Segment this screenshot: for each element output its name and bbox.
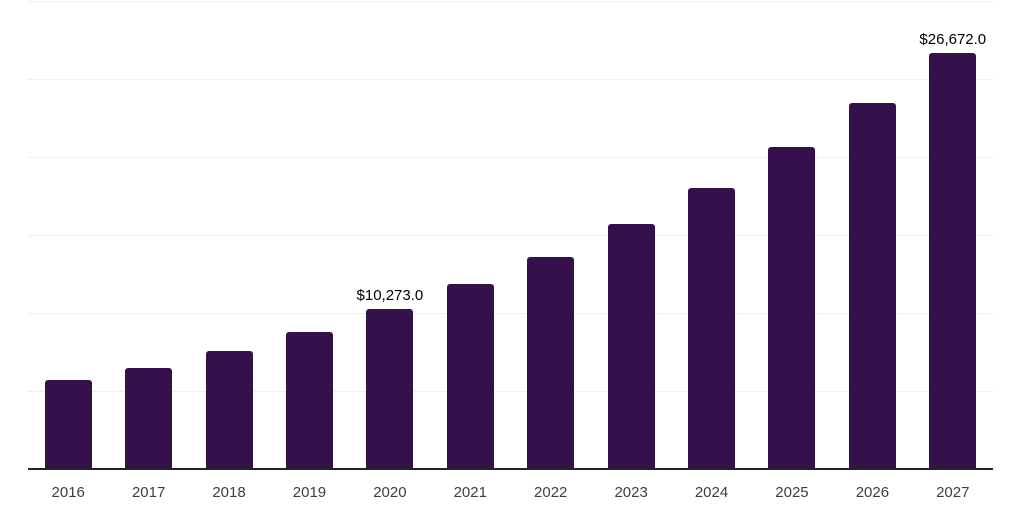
bar-2025 — [768, 147, 816, 469]
gridline — [28, 235, 993, 236]
bar-2017 — [125, 367, 173, 469]
x-tick-label-2017: 2017 — [131, 484, 166, 501]
bar-2016 — [44, 380, 92, 469]
x-tick-label-2026: 2026 — [855, 484, 890, 501]
bar-2023 — [607, 224, 655, 469]
x-tick-label-2016: 2016 — [51, 484, 85, 501]
gridline — [28, 313, 993, 314]
x-tick-label-2023: 2023 — [614, 484, 648, 501]
gridline — [28, 391, 993, 392]
x-tick-label-2018: 2018 — [212, 484, 246, 501]
gridline — [28, 1, 993, 2]
bar-2018 — [205, 351, 253, 469]
bar-2020 — [366, 308, 414, 469]
x-tick-label-2024: 2024 — [694, 484, 729, 501]
bar-value-label-2027: $26,672.0 — [919, 30, 987, 48]
bar-2026 — [848, 103, 896, 469]
x-tick-label-2027: 2027 — [936, 484, 970, 501]
x-tick-label-2020: 2020 — [373, 484, 407, 501]
gridline — [28, 157, 993, 158]
bar-2024 — [688, 188, 736, 469]
x-tick-label-2021: 2021 — [453, 484, 487, 501]
bar-2022 — [527, 256, 575, 469]
x-tick-label-2025: 2025 — [775, 484, 809, 501]
bar-2021 — [446, 283, 494, 469]
x-axis-line — [28, 468, 993, 470]
bar-value-label-2020: $10,273.0 — [356, 286, 424, 304]
gridline — [28, 79, 993, 80]
bar-2019 — [285, 332, 333, 469]
x-tick-label-2019: 2019 — [292, 484, 327, 501]
x-tick-label-2022: 2022 — [534, 484, 568, 501]
bar-2027 — [929, 52, 977, 469]
